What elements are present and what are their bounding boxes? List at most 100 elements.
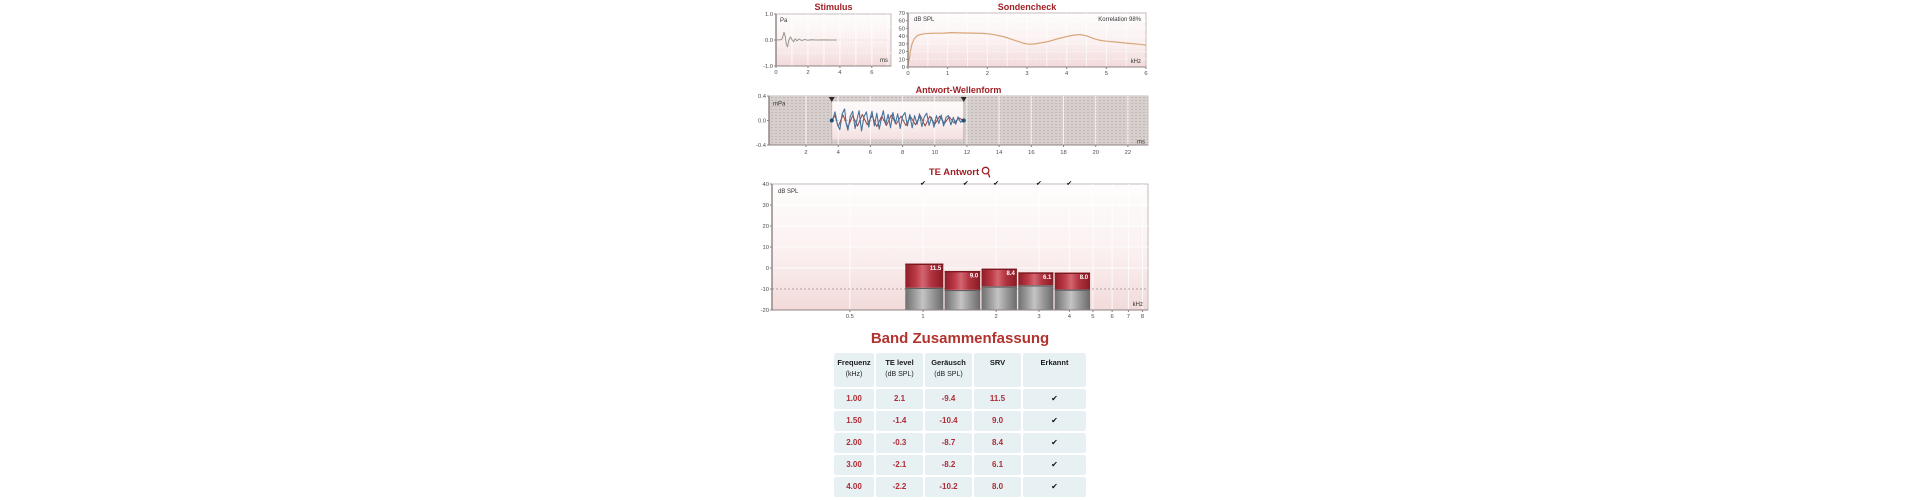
axis-label: 8 [1141,314,1144,320]
detected-cell: ✔ [1023,411,1086,431]
axis-label: 2 [986,71,989,77]
axis-label: 3 [1037,314,1040,320]
detected-cell: ✔ [1023,477,1086,497]
axis-label: 3 [1025,71,1028,77]
table-cell: 3.00 [834,455,874,475]
axis-label: 8 [901,150,904,156]
waveform-x-unit: ms [1137,140,1145,146]
detected-checkmark: ✔ [1036,181,1042,188]
axis-label: 0 [774,70,777,76]
axis-label: 6 [1144,71,1147,77]
stimulus-x-unit: ms [880,58,888,64]
axis-label: 14 [996,150,1003,156]
srv-bar-label: 8.0 [1080,275,1089,281]
waveform-y-unit: mPa [773,102,786,108]
noise-bar [944,289,981,310]
axis-label: 20 [763,224,769,230]
axis-label: 0.4 [758,94,767,100]
stimulus-chart-title: Stimulus [776,1,891,13]
axis-label: 6 [869,150,872,156]
table-cell: 8.0 [974,477,1021,497]
detected-cell: ✔ [1023,389,1086,409]
probe-x-unit: kHz [1131,59,1141,65]
detected-cell: ✔ [1023,455,1086,475]
noise-bar [1018,285,1054,310]
axis-label: 40 [763,182,769,188]
window-marker-icon [960,97,967,102]
axis-label: 40 [899,34,905,40]
window-endpoint-marker [961,118,966,123]
table-cell: -9.4 [925,389,972,409]
window-endpoint-marker [829,118,834,123]
band-summary-table: Frequenz (kHz) TE level (dB SPL) Geräusch (dB… [834,353,1086,497]
axis-label: 18 [1060,150,1066,156]
probe-y-unit: dB SPL [914,17,935,23]
detected-cell: ✔ [1023,433,1086,453]
srv-bar-label: 6.1 [1043,275,1052,281]
table-cell: -8.7 [925,433,972,453]
axis-label: -20 [761,308,769,314]
axis-label: 0 [906,71,909,77]
axis-label: -10 [761,287,769,293]
axis-label: 10 [932,150,938,156]
axis-label: 0.0 [758,119,766,125]
table-cell: -1.4 [876,411,923,431]
axis-label: 4 [1065,71,1069,77]
te-x-unit: kHz [1133,302,1143,308]
axis-label: 22 [1125,150,1131,156]
detected-checkmark: ✔ [1066,181,1072,188]
band-summary-title: Band Zusammenfassung [870,330,1050,347]
axis-label: 30 [899,42,905,48]
axis-label: -1.0 [763,64,773,70]
axis-label: 0 [766,266,769,272]
table-cell: 2.00 [834,433,874,453]
window-marker-icon [828,97,835,102]
te-level-bar [905,263,944,288]
axis-label: 5 [1091,314,1094,320]
axis-label: 2 [806,70,809,76]
axis-label: 60 [899,19,905,25]
response-trace-a [831,113,964,128]
axis-label: 6 [870,70,873,76]
probe-spectrum-trace [907,31,1147,66]
axis-label: 10 [763,245,769,251]
axis-label: 4 [837,150,841,156]
table-cell: -8.2 [925,455,972,475]
table-cell: -2.1 [876,455,923,475]
table-cell: 6.1 [974,455,1021,475]
axis-label: 12 [964,150,970,156]
table-cell: 2.1 [876,389,923,409]
axis-label: 1 [921,314,924,320]
axis-label: 7 [1127,314,1130,320]
table-cell: 4.00 [834,477,874,497]
noise-bar [905,287,944,310]
te-level-bar [981,268,1017,287]
table-header-frequenz: Frequenz (kHz) [834,353,874,387]
axis-label: 50 [899,26,905,32]
axis-label: 1.0 [765,12,773,18]
srv-bar-label: 9.0 [970,273,979,279]
axis-label: 20 [899,50,905,56]
probe-check-chart-title: Sondencheck [908,1,1146,13]
te-level-bar [1018,272,1054,286]
te-level-bar [944,270,981,290]
table-cell: -0.3 [876,433,923,453]
axis-label: 1 [946,71,949,77]
te-level-bar [1054,272,1091,290]
response-waveform-chart-title: Antwort-Wellenform [769,84,1148,96]
axis-label: 30 [763,203,769,209]
table-header-geräusch: Geräusch (dB SPL) [925,353,972,387]
detected-checkmark: ✔ [963,181,969,188]
table-cell: 11.5 [974,389,1021,409]
te-y-unit: dB SPL [778,189,799,195]
table-cell: -10.4 [925,411,972,431]
te-response-title-text: TE Antwort [928,166,980,178]
axis-label: 5 [1105,71,1108,77]
probe-check-title-text: Sondencheck [997,2,1057,12]
te-response-chart-title: TE Antwort [772,166,1148,178]
detected-checkmark: ✔ [993,181,999,188]
response-waveform-title-text: Antwort-Wellenform [915,85,1002,95]
stimulus-title-text: Stimulus [814,2,853,12]
